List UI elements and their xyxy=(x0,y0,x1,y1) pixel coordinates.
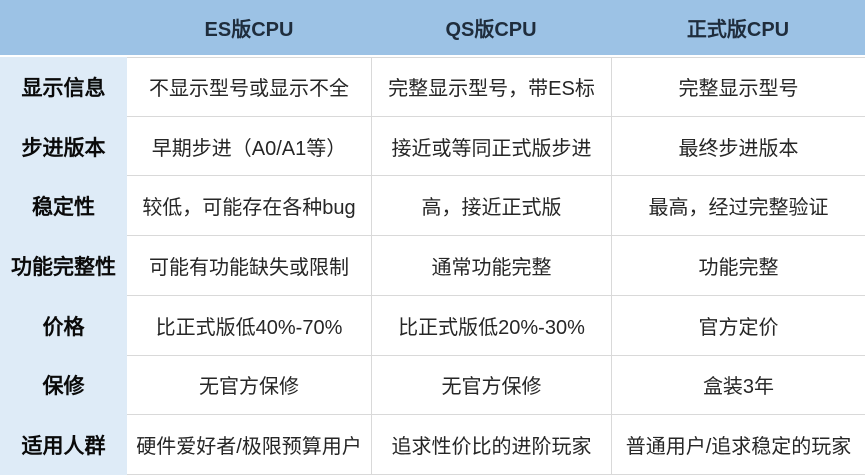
cell-stepping-es: 早期步进（A0/A1等） xyxy=(127,116,371,177)
cell-stability-qs: 高，接近正式版 xyxy=(371,176,611,237)
row-label-target-users: 适用人群 xyxy=(0,415,127,475)
cell-price-retail: 官方定价 xyxy=(611,295,865,356)
column-header-blank xyxy=(0,0,127,57)
cell-warranty-retail: 盒装3年 xyxy=(611,355,865,416)
row-label-feature-completeness: 功能完整性 xyxy=(0,236,127,296)
cell-feature-qs: 通常功能完整 xyxy=(371,236,611,296)
cell-stepping-qs: 接近或等同正式版步进 xyxy=(371,116,611,177)
column-header-qs-cpu: QS版CPU xyxy=(371,0,611,57)
column-header-retail-cpu: 正式版CPU xyxy=(611,0,865,57)
cell-feature-es: 可能有功能缺失或限制 xyxy=(127,236,371,296)
cell-display-info-qs: 完整显示型号，带ES标 xyxy=(371,57,611,117)
row-label-stability: 稳定性 xyxy=(0,176,127,237)
row-label-warranty: 保修 xyxy=(0,355,127,416)
cell-target-users-retail: 普通用户/追求稳定的玩家 xyxy=(611,415,865,475)
cell-feature-retail: 功能完整 xyxy=(611,236,865,296)
row-label-stepping: 步进版本 xyxy=(0,116,127,177)
cell-display-info-es: 不显示型号或显示不全 xyxy=(127,57,371,117)
cell-stability-es: 较低，可能存在各种bug xyxy=(127,176,371,237)
row-label-price: 价格 xyxy=(0,295,127,356)
cell-price-qs: 比正式版低20%-30% xyxy=(371,295,611,356)
cell-stability-retail: 最高，经过完整验证 xyxy=(611,176,865,237)
cell-display-info-retail: 完整显示型号 xyxy=(611,57,865,117)
cell-warranty-qs: 无官方保修 xyxy=(371,355,611,416)
cell-target-users-qs: 追求性价比的进阶玩家 xyxy=(371,415,611,475)
cell-target-users-es: 硬件爱好者/极限预算用户 xyxy=(127,415,371,475)
column-header-es-cpu: ES版CPU xyxy=(127,0,371,57)
row-label-display-info: 显示信息 xyxy=(0,57,127,117)
cell-stepping-retail: 最终步进版本 xyxy=(611,116,865,177)
cell-warranty-es: 无官方保修 xyxy=(127,355,371,416)
cell-price-es: 比正式版低40%-70% xyxy=(127,295,371,356)
